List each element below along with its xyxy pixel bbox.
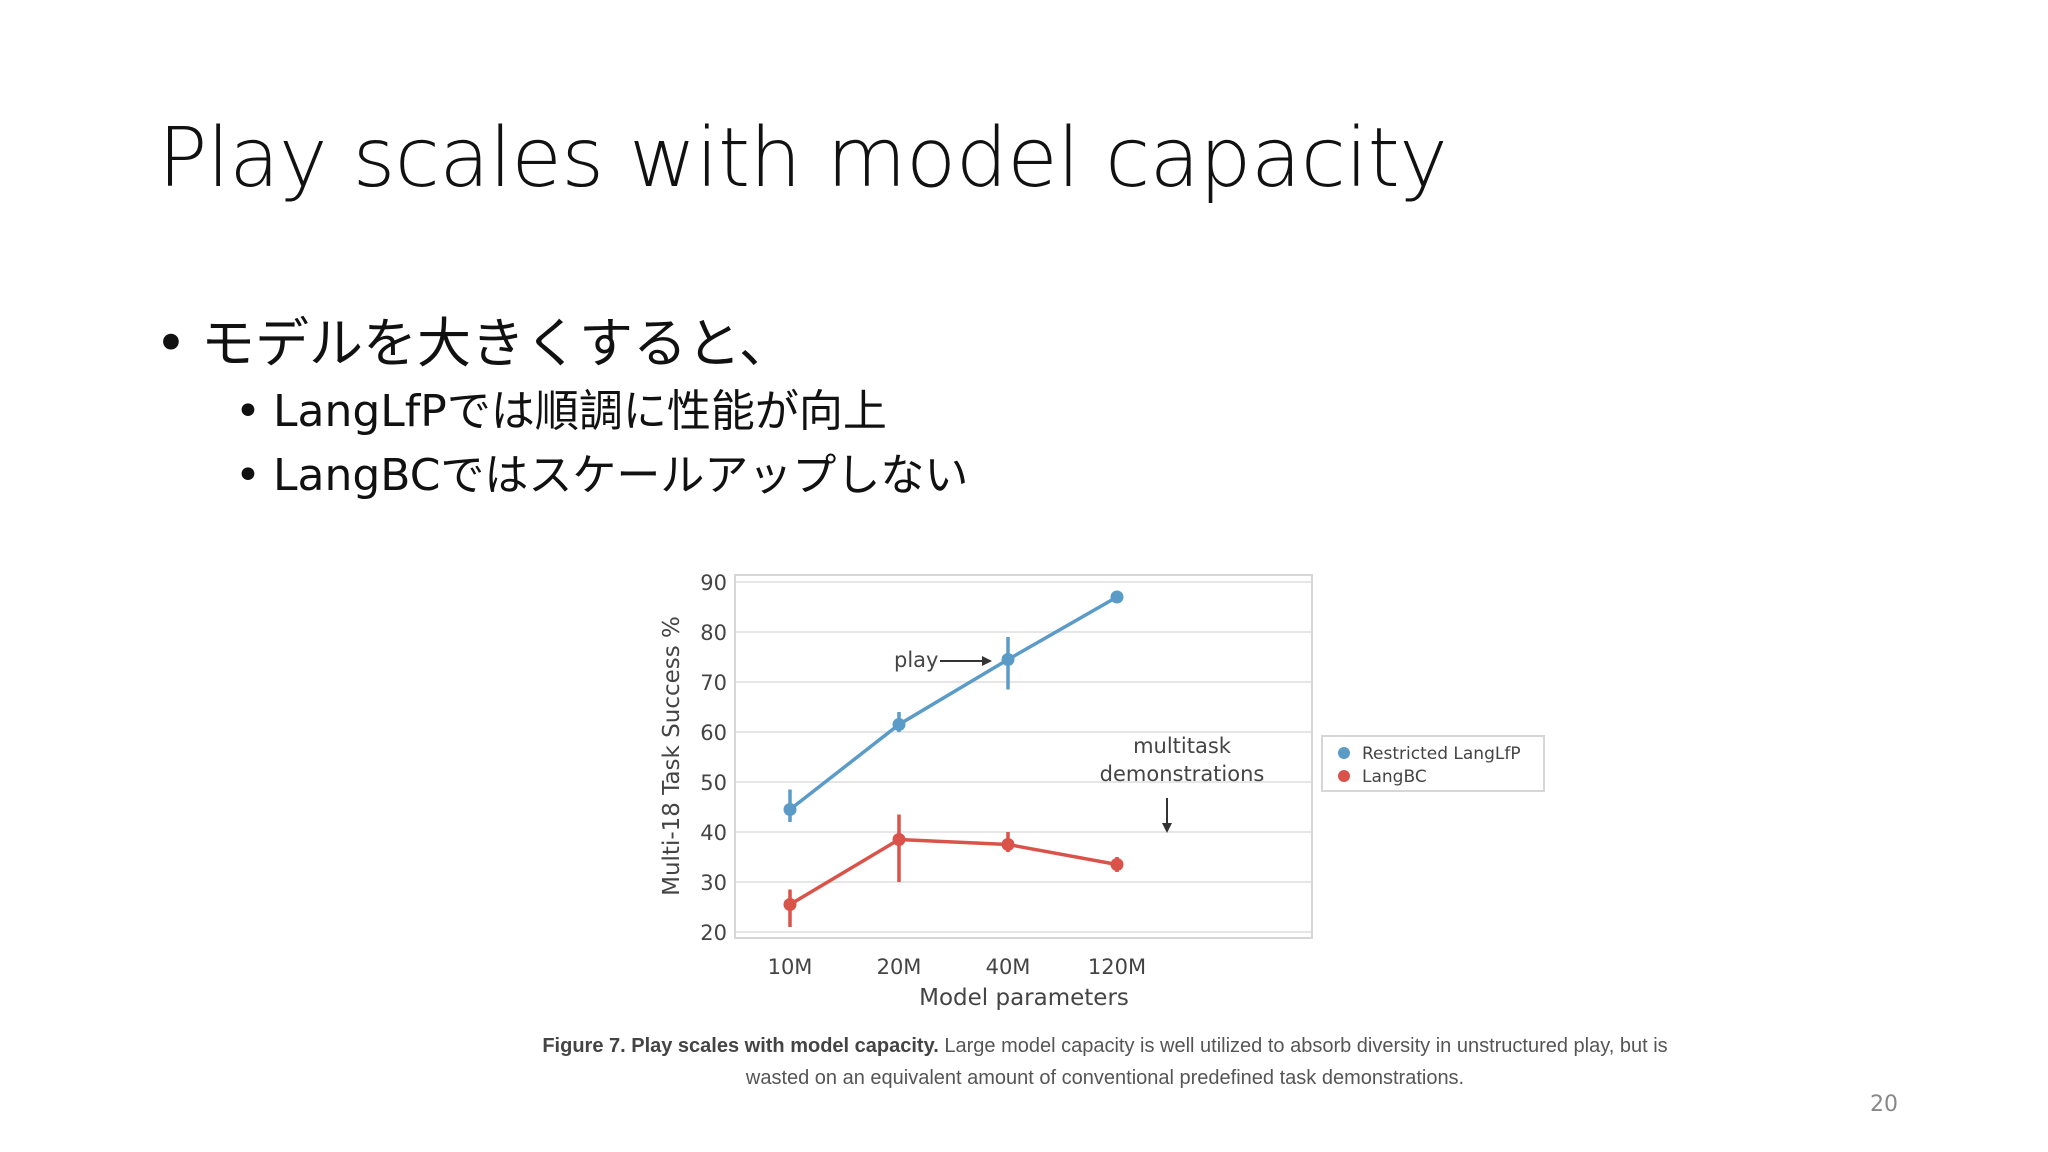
- data-point-langbc: [1001, 838, 1015, 851]
- chart-legend: Restricted LangLfP LangBC: [1321, 735, 1545, 792]
- caption-text: Large model capacity is well utilized to…: [745, 1035, 1668, 1089]
- bullet-dot: •: [155, 312, 187, 375]
- data-point-restricted-langlfp: [1110, 590, 1124, 604]
- y-tick-label: 50: [700, 771, 727, 795]
- data-point-langbc: [892, 833, 906, 846]
- y-tick-label: 90: [700, 571, 727, 595]
- legend-marker-restricted-langlfp: [1338, 747, 1350, 759]
- series-layer: [783, 590, 1124, 927]
- y-tick-label: 60: [700, 721, 727, 745]
- sub-bullet-text: LangLfPでは順調に性能が向上: [273, 386, 887, 437]
- plot-frame: [734, 574, 1313, 939]
- bullet-main: • モデルを大きくすると、: [155, 308, 968, 380]
- sub-bullet-text: LangBCではスケールアップしない: [273, 450, 969, 501]
- sub-bullet-group: • LangLfPでは順調に性能が向上 • LangBCではスケールアップしない: [155, 380, 968, 508]
- annotation-demonstrations: demonstrations: [1100, 762, 1265, 786]
- y-tick-label: 40: [700, 821, 727, 845]
- line-chart: 20 30 40 50 60 70 80 90 10M 20M 40M 120M Multi-18 …: [659, 571, 1545, 1011]
- x-tick-label: 10M: [768, 955, 813, 979]
- legend-box: [1321, 735, 1545, 792]
- legend-label-restricted-langlfp: Restricted LangLfP: [1362, 744, 1521, 764]
- y-axis-label: Multi-18 Task Success %: [659, 616, 685, 896]
- x-axis-label: Model parameters: [919, 985, 1129, 1011]
- grid-layer: [735, 581, 1312, 933]
- figure-caption: Figure 7. Play scales with model capacit…: [530, 1030, 1680, 1094]
- data-point-restricted-langlfp: [783, 803, 797, 816]
- down-arrow-icon: [1162, 798, 1172, 833]
- slide-title: Play scales with model capacity: [158, 111, 1448, 206]
- bullet-dot: •: [235, 386, 261, 437]
- bullet-main-text: モデルを大きくすると、: [201, 312, 793, 375]
- x-tick-label: 120M: [1088, 955, 1146, 979]
- legend-label-langbc: LangBC: [1362, 767, 1427, 787]
- bullet-dot: •: [235, 450, 261, 501]
- series-line-langbc: [789, 837, 1118, 907]
- sub-bullet-langlfp: • LangLfPでは順調に性能が向上: [155, 380, 968, 444]
- legend-marker-langbc: [1338, 770, 1350, 782]
- data-point-langbc: [1110, 858, 1124, 871]
- caption-label: Figure 7. Play scales with model capacit…: [542, 1035, 939, 1057]
- sub-bullet-list: • LangLfPでは順調に性能が向上 • LangBCではスケールアップしない: [155, 380, 968, 508]
- y-tick-layer: 20 30 40 50 60 70 80 90: [700, 571, 727, 945]
- y-tick-label: 80: [700, 621, 727, 645]
- data-point-restricted-langlfp: [1001, 653, 1015, 666]
- y-tick-label: 20: [700, 921, 727, 945]
- bullet-list: • モデルを大きくすると、 • LangLfPでは順調に性能が向上 • Lang…: [155, 308, 968, 508]
- series-line-restricted-langlfp: [788, 595, 1118, 811]
- y-tick-label: 30: [700, 871, 727, 895]
- page-number: 20: [1870, 1092, 1898, 1117]
- x-tick-layer: 10M 20M 40M 120M: [768, 955, 1147, 979]
- data-point-langbc: [783, 898, 797, 911]
- x-tick-label: 40M: [986, 955, 1031, 979]
- annotation-play: play: [894, 648, 938, 672]
- figure: 20 30 40 50 60 70 80 90 10M 20M 40M 120M Multi-18 …: [640, 560, 1550, 1030]
- y-tick-label: 70: [700, 671, 727, 695]
- right-arrow-icon: [940, 656, 992, 666]
- x-tick-label: 20M: [877, 955, 922, 979]
- data-point-restricted-langlfp: [892, 718, 906, 731]
- sub-bullet-langbc: • LangBCではスケールアップしない: [155, 444, 968, 508]
- annotation-multitask: multitask: [1133, 734, 1232, 758]
